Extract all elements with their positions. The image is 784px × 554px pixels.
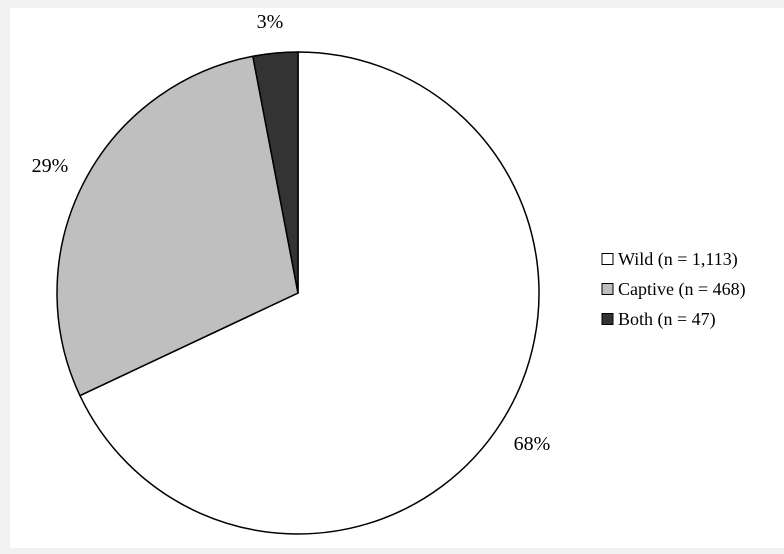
legend-swatch-2: [601, 283, 614, 295]
pie-data-labels: 68% 29% 3%: [32, 11, 551, 455]
pie-slice-3: [251, 51, 299, 294]
pie-slices: [56, 51, 540, 535]
pie-slice-1: [78, 51, 540, 535]
legend-label-1: Wild (n = 1,113): [618, 249, 738, 270]
legend-swatch-1: [601, 253, 614, 265]
data-label-3: 3%: [257, 11, 284, 33]
legend-label-2: Captive (n = 468): [618, 279, 746, 300]
pie-slice-2: [56, 55, 299, 397]
pie-chart: 68% 29% 3% Wild (n = 1,113) Captive (n = 46…: [32, 11, 746, 535]
chart-area: 68% 29% 3% Wild (n = 1,113) Captive (n = 46…: [10, 8, 784, 548]
legend: Wild (n = 1,113) Captive (n = 468) Both (n…: [601, 249, 746, 330]
legend-swatch-3: [601, 313, 614, 325]
legend-label-3: Both (n = 47): [618, 309, 716, 330]
data-label-1: 68%: [514, 433, 551, 455]
data-label-2: 29%: [32, 155, 69, 177]
